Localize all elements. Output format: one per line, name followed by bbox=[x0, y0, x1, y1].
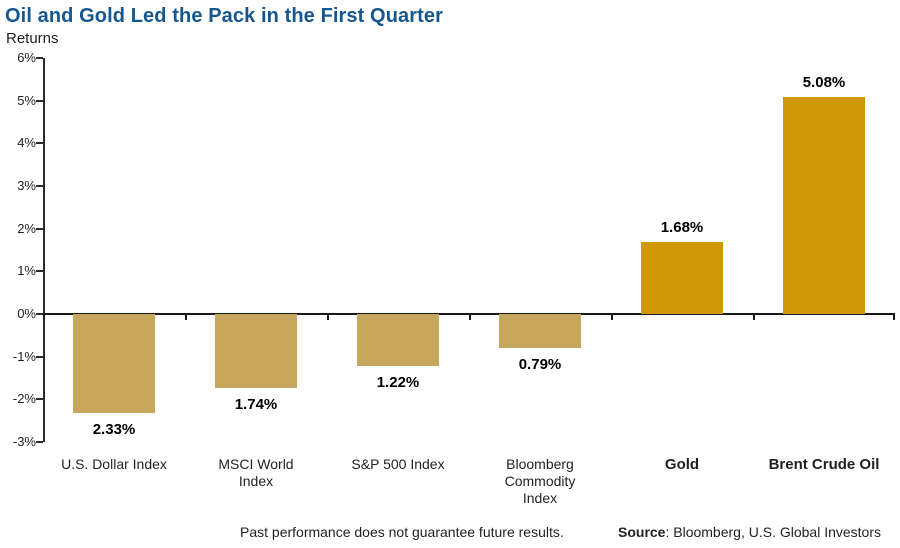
bar-s-p-500-index bbox=[357, 314, 439, 367]
source-text: Source: Bloomberg, U.S. Global Investors bbox=[618, 524, 881, 540]
y-tick-label-0: 0% bbox=[17, 306, 36, 321]
bar-u-s-dollar-index bbox=[73, 314, 155, 414]
value-label-s-p-500-index: 1.22% bbox=[376, 374, 420, 392]
category-tick bbox=[327, 315, 329, 320]
value-label-u-s-dollar-index: 2.33% bbox=[92, 421, 136, 439]
y-tick-mark--2 bbox=[36, 398, 43, 401]
category-tick bbox=[469, 315, 471, 320]
y-tick-mark-4 bbox=[36, 142, 43, 145]
y-tick-mark-6 bbox=[36, 57, 43, 59]
disclaimer-text: Past performance does not guarantee futu… bbox=[240, 524, 564, 540]
y-tick-label-2: 2% bbox=[17, 220, 36, 236]
category-tick bbox=[43, 315, 45, 320]
bar-bloomberg-commodity-index bbox=[499, 314, 581, 348]
y-tick-mark-3 bbox=[36, 185, 43, 187]
value-label-bloomberg-commodity-index: 0.79% bbox=[518, 355, 562, 373]
bar-gold bbox=[641, 242, 723, 314]
y-tick-label-5: 5% bbox=[17, 92, 36, 108]
category-label-bloomberg-commodity-index: Bloomberg Commodity Index bbox=[504, 456, 576, 506]
y-tick-mark-1 bbox=[36, 270, 43, 273]
source-detail: : Bloomberg, U.S. Global Investors bbox=[665, 524, 882, 540]
x-axis-labels: U.S. Dollar Index MSCI World Index S&P 500 … bbox=[43, 456, 895, 516]
y-tick-label-1: 1% bbox=[17, 263, 36, 279]
category-label-brent-crude-oil: Brent Crude Oil bbox=[768, 456, 880, 473]
y-tick-label-6: 6% bbox=[17, 50, 36, 65]
category-tick bbox=[185, 315, 187, 320]
y-tick-mark--1 bbox=[36, 355, 43, 358]
bar-msci-world-index bbox=[215, 314, 297, 389]
y-tick-mark-2 bbox=[36, 227, 43, 230]
y-tick-mark-0 bbox=[36, 313, 43, 315]
source-label: Source bbox=[618, 524, 666, 540]
category-label-msci-world-index: MSCI World Index bbox=[218, 456, 294, 489]
category-tick bbox=[611, 315, 613, 320]
value-label-brent-crude-oil: 5.08% bbox=[802, 74, 846, 92]
category-label-s-p-500-index: S&P 500 Index bbox=[351, 456, 445, 472]
y-tick-label-3: 3% bbox=[17, 178, 36, 193]
category-label-gold: Gold bbox=[664, 456, 700, 473]
zero-baseline bbox=[43, 313, 895, 315]
chart-title: Oil and Gold Led the Pack in the First Q… bbox=[5, 5, 444, 27]
y-tick-mark-5 bbox=[36, 99, 43, 102]
plot-area: 2.33% 1.74% 1.22% 0.79% 1.68% 5.08% bbox=[36, 57, 895, 443]
chart-subtitle: Returns bbox=[6, 30, 59, 47]
bar-brent-crude-oil bbox=[783, 97, 865, 314]
y-axis-line bbox=[43, 58, 45, 442]
y-tick-label--3: -3% bbox=[12, 434, 36, 449]
value-label-msci-world-index: 1.74% bbox=[234, 396, 278, 414]
value-label-gold: 1.68% bbox=[660, 219, 704, 237]
y-tick-mark--3 bbox=[36, 441, 43, 443]
y-tick-label--2: -2% bbox=[12, 391, 36, 407]
y-tick-label--1: -1% bbox=[12, 348, 36, 364]
category-tick bbox=[753, 315, 755, 320]
y-tick-label-4: 4% bbox=[17, 135, 36, 151]
category-tick bbox=[893, 315, 895, 320]
category-label-u-s-dollar-index: U.S. Dollar Index bbox=[61, 456, 167, 472]
